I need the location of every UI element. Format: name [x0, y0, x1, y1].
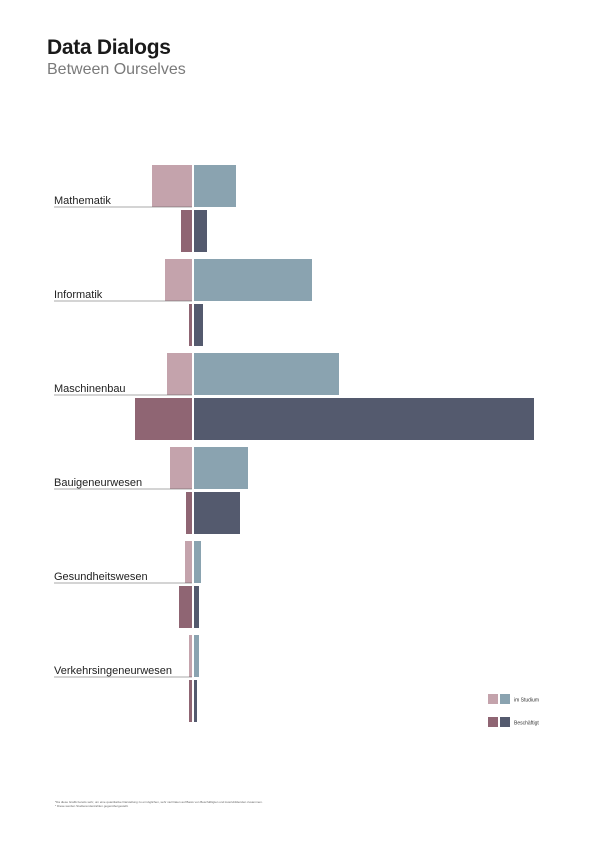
- bar-studium-left: [189, 635, 192, 677]
- bar-beschaeftigt-right: [194, 680, 197, 722]
- bar-studium-right: [194, 353, 339, 395]
- bar-studium-left: [167, 353, 192, 395]
- legend-label: im Studium: [514, 698, 539, 704]
- bar-studium-right: [194, 635, 199, 677]
- legend-swatch-left: [488, 717, 498, 727]
- bar-beschaeftigt-left: [189, 680, 192, 722]
- bar-beschaeftigt-right: [194, 398, 534, 440]
- bar-studium-right: [194, 259, 312, 301]
- legend-swatch-left: [488, 694, 498, 704]
- bar-studium-right: [194, 541, 201, 583]
- bar-beschaeftigt-left: [181, 210, 192, 252]
- bar-beschaeftigt-left: [186, 492, 192, 534]
- category-label: Mathematik: [54, 195, 111, 207]
- bar-beschaeftigt-right: [194, 586, 199, 628]
- bar-beschaeftigt-left: [135, 398, 192, 440]
- footnote-line-2: * Diese werden Studierendenzahlen gegenü…: [55, 804, 129, 808]
- category-label: Maschinenbau: [54, 383, 126, 395]
- bar-studium-left: [165, 259, 192, 301]
- bar-beschaeftigt-right: [194, 304, 203, 346]
- category-label: Verkehrsingeneurwesen: [54, 665, 172, 677]
- bar-beschaeftigt-right: [194, 492, 240, 534]
- bar-studium-left: [170, 447, 192, 489]
- legend-label: Beschäftigt: [514, 721, 539, 727]
- category-label: Bauigeneurwesen: [54, 477, 142, 489]
- footnote-line-1: *Da diese Grafik bereits sehr, um eine q…: [55, 800, 263, 804]
- legend-swatch-right: [500, 717, 510, 727]
- page-title: Data Dialogs: [47, 36, 171, 59]
- footnote: *Da diese Grafik bereits sehr, um eine q…: [55, 800, 315, 808]
- legend-swatch-right: [500, 694, 510, 704]
- bar-studium-right: [194, 447, 248, 489]
- bar-studium-left: [185, 541, 192, 583]
- category-label: Gesundheitswesen: [54, 571, 148, 583]
- bar-beschaeftigt-right: [194, 210, 207, 252]
- category-label: Informatik: [54, 289, 103, 301]
- bar-beschaeftigt-left: [179, 586, 192, 628]
- page-subtitle: Between Ourselves: [47, 61, 186, 78]
- bar-studium-right: [194, 165, 236, 207]
- bar-beschaeftigt-left: [189, 304, 192, 346]
- bar-studium-left: [152, 165, 192, 207]
